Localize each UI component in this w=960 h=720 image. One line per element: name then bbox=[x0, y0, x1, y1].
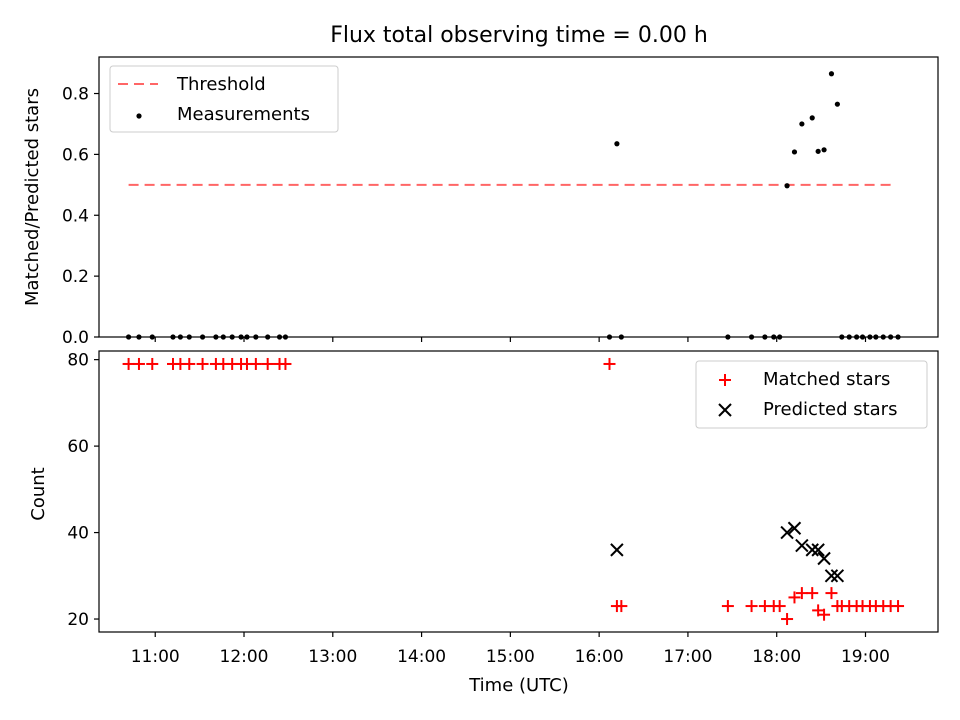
matched-star-point bbox=[615, 600, 628, 613]
measurement-point bbox=[828, 71, 835, 77]
legend-matched-swatch bbox=[719, 374, 731, 386]
matched-star-point bbox=[773, 600, 786, 613]
chart-title: Flux total observing time = 0.00 h bbox=[330, 23, 708, 48]
x-tick-label: 14:00 bbox=[397, 647, 446, 667]
matched-star-point bbox=[825, 587, 838, 600]
top-y-tick-label: 0.8 bbox=[62, 85, 89, 105]
predicted-star-point bbox=[610, 543, 624, 557]
measurement-point bbox=[784, 183, 790, 189]
matched-star-point bbox=[196, 357, 209, 370]
measurement-point bbox=[821, 147, 827, 153]
bottom-y-tick-label: 80 bbox=[67, 351, 89, 371]
measurement-point bbox=[799, 121, 805, 127]
matched-star-point bbox=[818, 608, 831, 621]
top-legend-box bbox=[109, 65, 339, 133]
matched-star-point bbox=[122, 357, 135, 370]
top-y-tick-label: 0.0 bbox=[62, 328, 89, 348]
legend-threshold-label: Threshold bbox=[176, 74, 266, 95]
predicted-star-point bbox=[805, 543, 819, 557]
legend-matched-label: Matched stars bbox=[763, 369, 890, 390]
x-tick-label: 11:00 bbox=[131, 647, 180, 667]
matched-star-point bbox=[261, 357, 274, 370]
matched-star-point bbox=[183, 357, 196, 370]
top-panel-frame bbox=[98, 56, 939, 338]
matched-star-point bbox=[721, 600, 734, 613]
x-tick-label: 16:00 bbox=[575, 647, 624, 667]
x-tick-label: 17:00 bbox=[663, 647, 712, 667]
bottom-legend-box bbox=[695, 360, 928, 429]
bottom-y-tick-label: 20 bbox=[67, 610, 89, 630]
predicted-star-point bbox=[824, 569, 839, 583]
matched-star-point bbox=[745, 600, 758, 613]
x-tick-label: 12:00 bbox=[220, 647, 269, 667]
matched-star-point bbox=[892, 600, 905, 613]
top-y-tick-label: 0.2 bbox=[62, 267, 89, 287]
matched-star-point bbox=[795, 587, 808, 600]
measurement-point bbox=[834, 101, 840, 107]
matched-star-point bbox=[249, 357, 262, 370]
bottom-y-tick-label: 40 bbox=[67, 524, 89, 544]
measurement-point bbox=[614, 141, 620, 147]
legend-predicted-label: Predicted stars bbox=[763, 399, 897, 420]
top-panel: 0.00.20.40.60.8 Matched/Predicted stars … bbox=[22, 56, 939, 348]
matched-star-point bbox=[806, 587, 819, 600]
x-tick-label: 13:00 bbox=[308, 647, 357, 667]
x-tick-label: 15:00 bbox=[486, 647, 535, 667]
predicted-star-point bbox=[830, 569, 845, 583]
matched-star-point bbox=[603, 357, 616, 370]
predicted-star-point bbox=[811, 543, 825, 557]
top-y-tick-label: 0.6 bbox=[62, 145, 89, 165]
top-y-tick-label: 0.4 bbox=[62, 206, 89, 226]
legend-measurements-label: Measurements bbox=[177, 104, 310, 125]
matched-star-point bbox=[132, 357, 145, 370]
bottom-legend: Matched stars Predicted stars bbox=[695, 360, 928, 429]
measurement-point bbox=[815, 148, 821, 154]
bottom-panel: 20 40 60 80 11:00 12:00 13:00 14:00 15:00 16:00 17… bbox=[28, 350, 939, 696]
legend-measurements-swatch bbox=[136, 113, 142, 119]
x-axis-label: Time (UTC) bbox=[468, 675, 569, 696]
bottom-panel-frame bbox=[98, 350, 939, 633]
matched-star-point bbox=[788, 591, 801, 604]
predicted-star-point bbox=[787, 521, 802, 535]
predicted-star-point bbox=[817, 551, 831, 566]
legend-predicted-marker bbox=[718, 403, 732, 417]
matched-star-point bbox=[146, 357, 159, 370]
legend-predicted-swatch bbox=[718, 403, 732, 417]
x-tick-label: 19:00 bbox=[841, 647, 890, 667]
top-y-axis-label: Matched/Predicted stars bbox=[22, 88, 43, 306]
bottom-y-tick-label: 60 bbox=[67, 437, 89, 457]
matched-star-point bbox=[781, 613, 794, 626]
predicted-star-point bbox=[795, 538, 809, 553]
x-tick-label: 18:00 bbox=[752, 647, 801, 667]
predicted-star-point bbox=[780, 525, 794, 540]
bottom-y-axis-label: Count bbox=[28, 467, 49, 520]
top-legend: Threshold Measurements bbox=[109, 65, 339, 133]
legend-matched-marker bbox=[719, 374, 731, 386]
measurement-point bbox=[809, 115, 815, 121]
measurement-point bbox=[791, 149, 798, 155]
matched-star-point bbox=[279, 357, 292, 370]
